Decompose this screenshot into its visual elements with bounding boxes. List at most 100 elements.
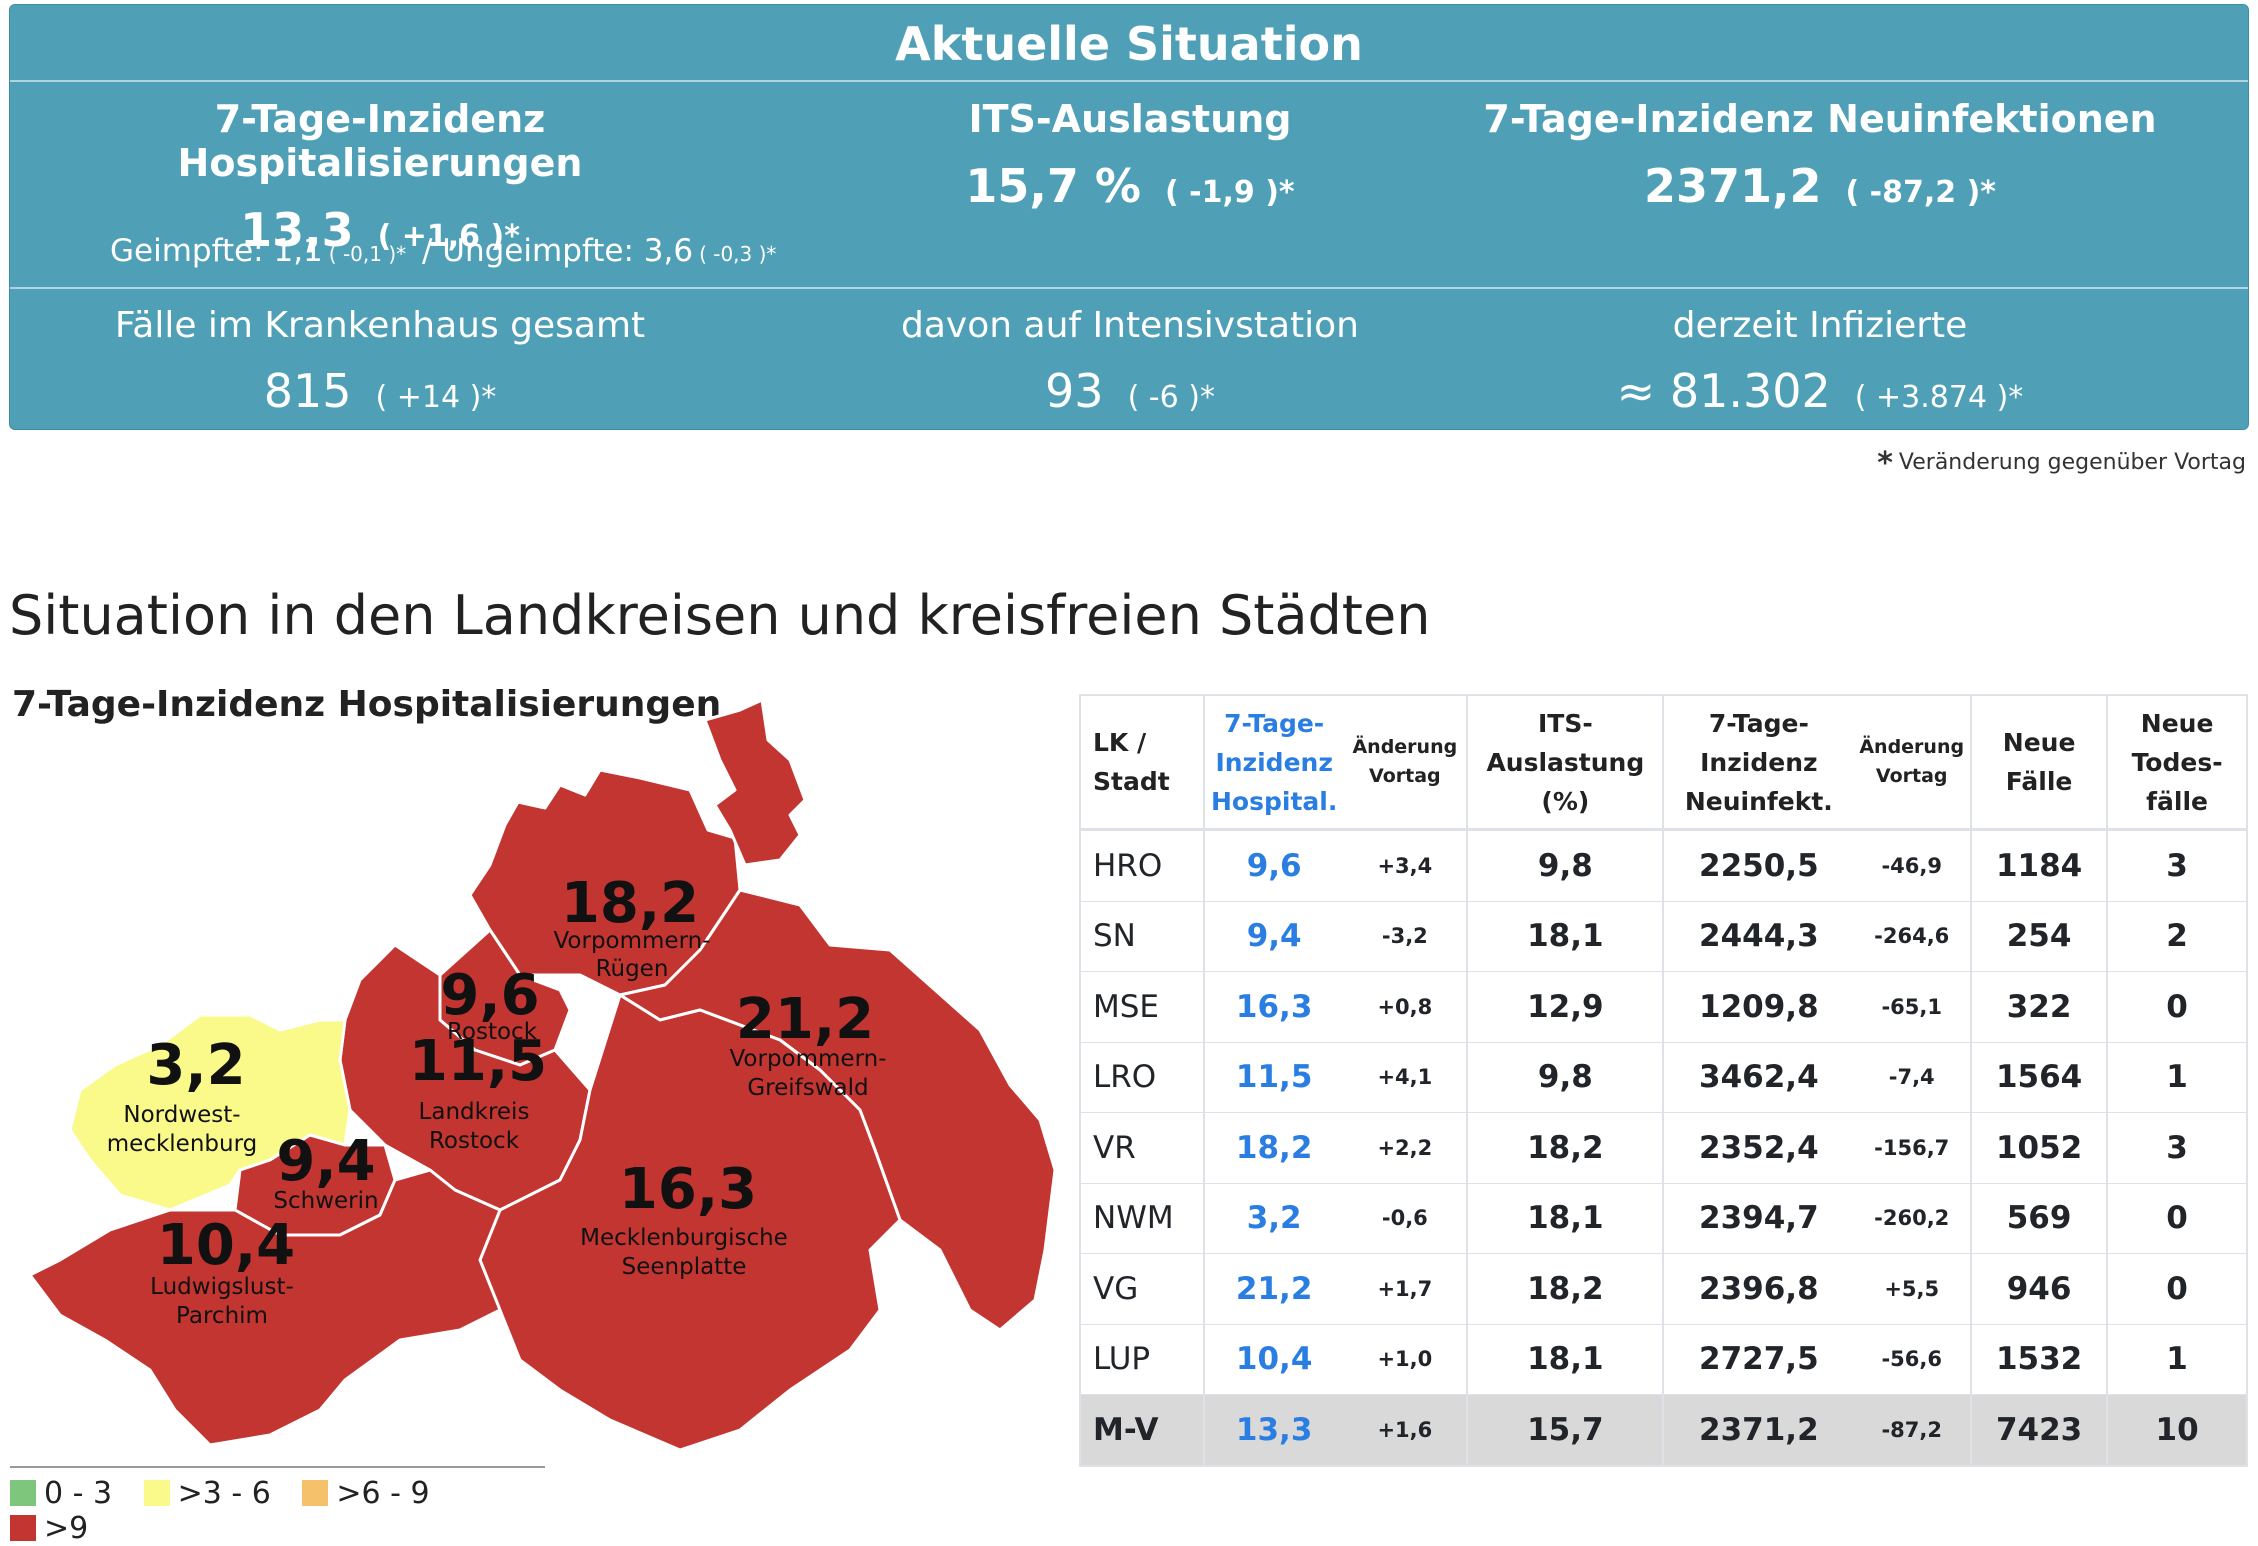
map-name-mse-2: Seenplatte: [622, 1254, 747, 1280]
map-value-lro: 11,5: [409, 1029, 547, 1094]
kpi-neuinf-value: 2371,2: [1644, 159, 1822, 213]
kpi-hosp-change: ( +1,6 )*: [377, 219, 520, 254]
cell-lk: LUP: [1079, 1323, 1205, 1395]
cell-its: 18,2: [1466, 1112, 1665, 1183]
cell-neuinf-change: -65,1: [1853, 971, 1973, 1042]
legend-item: 0 - 3: [10, 1476, 112, 1511]
kpi-krankenhaus: Fälle im Krankenhaus gesamt 815 ( +14 )*: [10, 305, 750, 418]
cell-neuinf-change: -156,7: [1853, 1112, 1973, 1183]
cell-neuinf: 1209,8: [1662, 971, 1854, 1042]
header-tode: Neue Todes-fälle: [2106, 695, 2249, 831]
cell-hosp: 11,5: [1202, 1041, 1344, 1113]
cell-neuinf: 2371,2: [1662, 1394, 1854, 1466]
footnote-text: Veränderung gegenüber Vortag: [1898, 450, 2246, 475]
map-name-lup: Ludwigslust-: [150, 1274, 294, 1300]
header-its: ITS- Auslastung (%): [1466, 695, 1665, 831]
cell-lk: VR: [1079, 1112, 1205, 1183]
kpi-krankenhaus-title: Fälle im Krankenhaus gesamt: [114, 305, 646, 346]
cell-tode: 0: [2106, 1253, 2249, 1324]
cell-neuinf: 2352,4: [1662, 1112, 1854, 1183]
cell-hosp-change: -0,6: [1343, 1182, 1469, 1254]
kpi-infizierte-value: ≈ 81.302: [1616, 364, 1831, 418]
cell-hosp: 3,2: [1202, 1182, 1344, 1254]
map-name-hro: Rostock: [447, 1019, 538, 1045]
kpi-intensiv-title: davon auf Intensivstation: [901, 305, 1359, 346]
map-name-lup-2: Parchim: [176, 1303, 268, 1329]
kpi-its: ITS-Auslastung 15,7 % ( -1,9 )*: [760, 97, 1500, 213]
cell-tode: 2: [2106, 900, 2249, 972]
map-name-nwm-2: mecklenburg: [107, 1131, 257, 1157]
cell-its: 18,1: [1466, 1182, 1665, 1254]
cell-its: 15,7: [1466, 1394, 1665, 1466]
ungeimpfte-change: ( -0,3 )*: [699, 242, 777, 266]
cell-faelle: 1052: [1970, 1112, 2109, 1183]
map-name-lro: Landkreis: [419, 1099, 530, 1125]
region-mse[interactable]: [478, 993, 902, 1452]
legend-label: >9: [44, 1511, 89, 1546]
cell-tode: 10: [2106, 1394, 2249, 1466]
divider: [10, 80, 2248, 82]
cell-faelle: 7423: [1970, 1394, 2109, 1466]
cell-its: 18,2: [1466, 1253, 1665, 1324]
cell-neuinf: 2444,3: [1662, 900, 1854, 972]
cell-neuinf-change: -7,4: [1853, 1041, 1973, 1113]
map-title: 7-Tage-Inzidenz Hospitalisierungen: [12, 684, 722, 725]
district-table: LK / Stadt 7-Tage- Inzidenz Hospital. Änder…: [1079, 694, 2249, 1467]
map-value-hro: 9,6: [440, 963, 539, 1028]
section-title: Situation in den Landkreisen und kreisfr…: [9, 584, 1431, 647]
legend-swatch: [302, 1480, 329, 1506]
table-row: SN 9,4 -3,2 18,1 2444,3 -264,6 254 2: [1079, 900, 2249, 972]
kpi-neuinf-title: 7-Tage-Inzidenz Neuinfektionen: [1483, 97, 2157, 141]
cell-lk: LRO: [1079, 1041, 1205, 1113]
cell-hosp-change: +3,4: [1343, 829, 1469, 901]
cell-tode: 0: [2106, 971, 2249, 1042]
cell-hosp: 13,3: [1202, 1394, 1344, 1466]
legend-label: 0 - 3: [44, 1476, 113, 1511]
cell-tode: 3: [2106, 1112, 2249, 1183]
footnote: * Veränderung gegenüber Vortag: [1877, 446, 2246, 481]
vaccination-breakdown: Geimpfte: 1,1( -0,1 )* / Ungeimpfte: 3,6…: [110, 233, 782, 269]
header-lk: LK / Stadt: [1079, 695, 1205, 831]
map-value-nwm: 3,2: [146, 1033, 245, 1098]
region-nwm[interactable]: [68, 1013, 352, 1212]
cell-lk: VG: [1079, 1253, 1205, 1324]
cell-neuinf-change: +5,5: [1853, 1253, 1973, 1324]
cell-neuinf-change: -46,9: [1853, 829, 1973, 901]
cell-its: 12,9: [1466, 971, 1665, 1042]
map-value-lup: 10,4: [157, 1213, 295, 1278]
table-row: NWM 3,2 -0,6 18,1 2394,7 -260,2 569 0: [1079, 1182, 2249, 1254]
legend-label: >3 - 6: [177, 1476, 271, 1511]
kpi-krankenhaus-value: 815: [263, 364, 352, 418]
map-name-vg: Vorpommern-: [729, 1046, 886, 1072]
district-map: 18,2 Vorpommern- Rügen 9,6 Rostock 11,5 …: [28, 698, 1057, 1452]
divider: [10, 287, 2248, 289]
cell-lk: MSE: [1079, 971, 1205, 1042]
kpi-infizierte-title: derzeit Infizierte: [1672, 305, 1968, 346]
cell-lk: HRO: [1079, 829, 1205, 901]
cell-its: 18,1: [1466, 1323, 1665, 1395]
cell-neuinf: 2250,5: [1662, 829, 1854, 901]
kpi-its-title: ITS-Auslastung: [968, 97, 1292, 141]
cell-neuinf-change: -87,2: [1853, 1394, 1973, 1466]
kpi-hosp-title: 7-Tage-Inzidenz Hospitalisierungen: [177, 97, 583, 185]
cell-hosp: 16,3: [1202, 971, 1344, 1042]
cell-tode: 1: [2106, 1041, 2249, 1113]
header-faelle: Neue Fälle: [1970, 695, 2109, 831]
geimpfte-value: Geimpfte: 1,1: [110, 233, 323, 269]
cell-neuinf-change: -56,6: [1853, 1323, 1973, 1395]
map-value-vr: 18,2: [561, 871, 699, 936]
legend-swatch: [10, 1480, 36, 1506]
region-lup[interactable]: [28, 1168, 502, 1447]
kpi-its-change: ( -1,9 )*: [1165, 175, 1295, 210]
summary-title: Aktuelle Situation: [895, 17, 1363, 71]
cell-hosp: 21,2: [1202, 1253, 1344, 1324]
cell-faelle: 946: [1970, 1253, 2109, 1324]
cell-its: 9,8: [1466, 1041, 1665, 1113]
header-hosp: 7-Tage- Inzidenz Hospital.: [1202, 695, 1344, 831]
table-row: MSE 16,3 +0,8 12,9 1209,8 -65,1 322 0: [1079, 971, 2249, 1042]
table-row: HRO 9,6 +3,4 9,8 2250,5 -46,9 1184 3: [1079, 829, 2249, 901]
legend-item: >9: [10, 1511, 88, 1546]
map-name-vr: Vorpommern-: [553, 928, 710, 954]
map-value-sn: 9,4: [276, 1129, 375, 1194]
legend-swatch: [10, 1515, 36, 1541]
